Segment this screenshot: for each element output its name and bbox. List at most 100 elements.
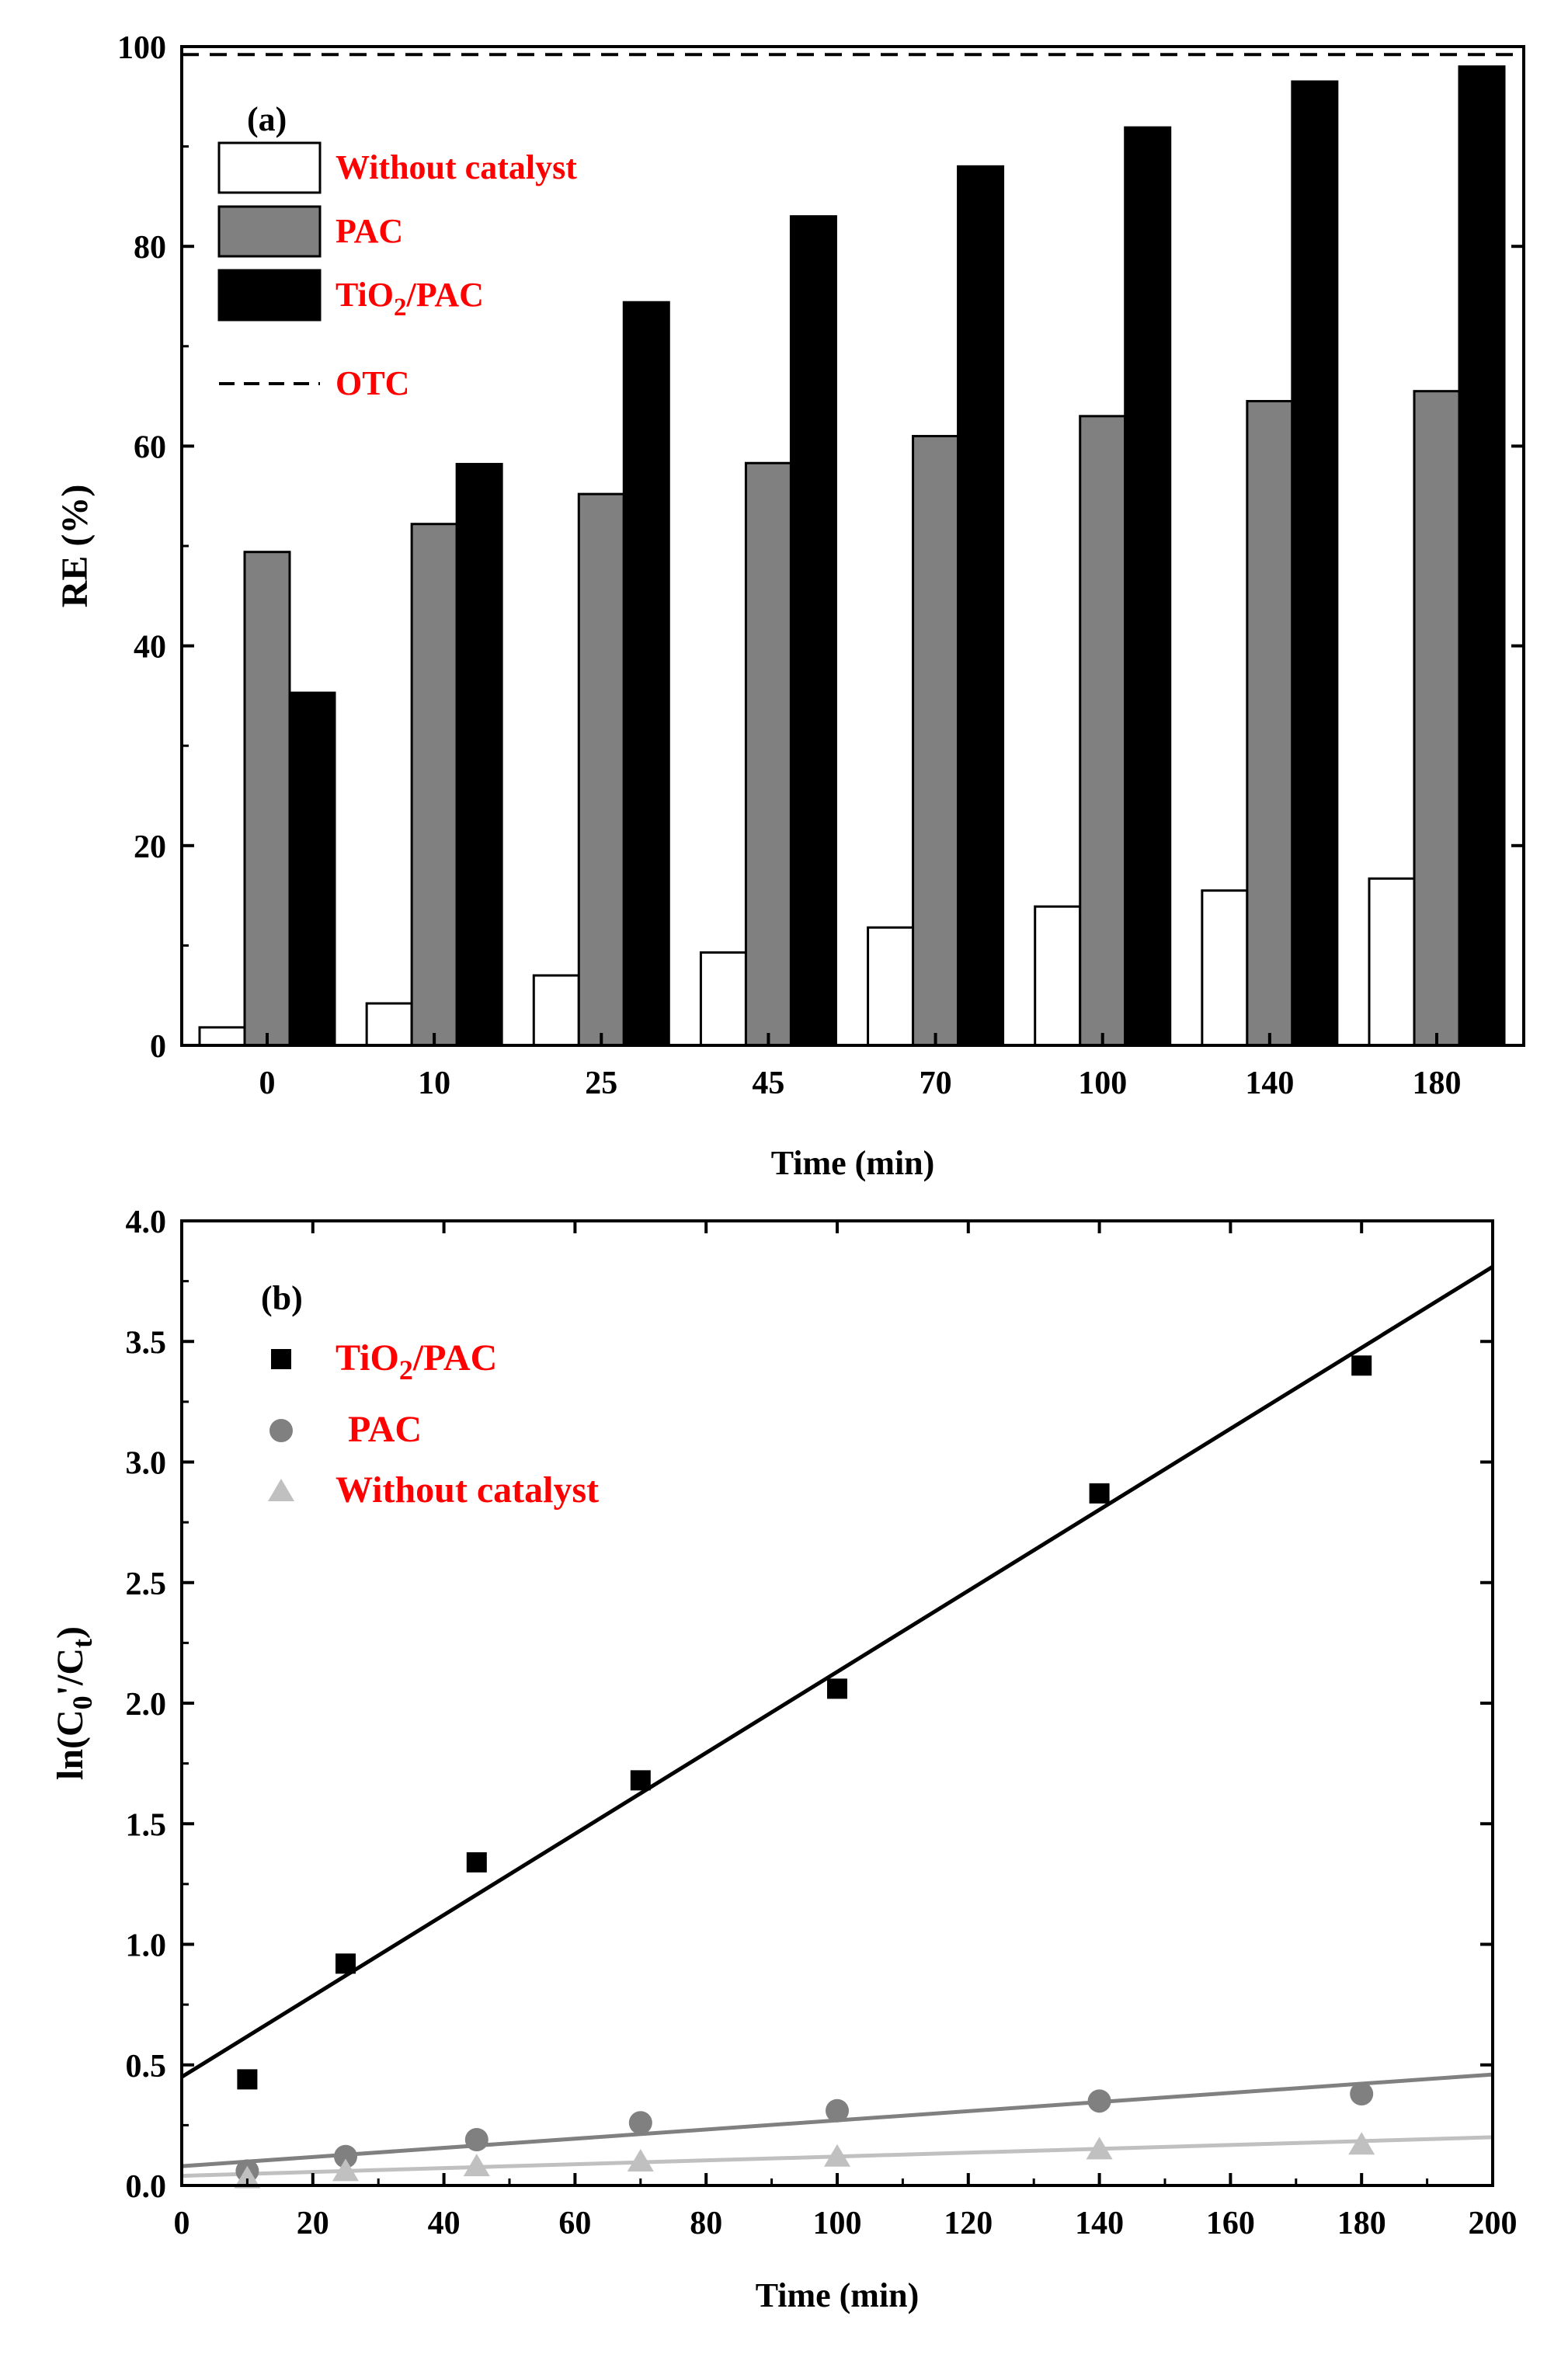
y-tick-label: 0.0	[126, 2169, 167, 2205]
panel-b-fit-lines	[180, 1264, 1494, 2178]
point-tio2-pac	[336, 1953, 356, 1974]
y-tick-label: 0.5	[126, 2049, 167, 2085]
bar-tio2-pac	[455, 463, 503, 1047]
legend-label-sub: 2	[394, 294, 407, 322]
panel-b-x-axis-label: Time (min)	[756, 2276, 920, 2314]
panel-b-axis-ticks: 0.0 0.5 1.0 1.5 2.0 2.5 3.0 3.5 4.0 0 20 40 60 80 100 1…	[126, 1205, 1518, 2241]
bar-without-catalyst	[1034, 905, 1082, 1047]
x-tick-label: 160	[1206, 2206, 1255, 2241]
x-tick-label: 25	[585, 1066, 617, 1101]
panel-a-y-axis-label: RE (%)	[54, 485, 96, 608]
legend-label: PAC	[336, 212, 403, 250]
panel-a-legend: Without catalyst PAC TiO2/PAC OTC	[217, 141, 577, 402]
x-tick-label: 0	[174, 2206, 190, 2241]
x-tick-label: 0	[259, 1066, 276, 1101]
bar-pac	[410, 523, 458, 1047]
point-without-catalyst	[1086, 2137, 1113, 2160]
y-label-sub: t	[67, 1639, 98, 1648]
legend-marker	[271, 1349, 291, 1369]
point-without-catalyst	[627, 2148, 654, 2171]
x-tick-label: 180	[1413, 1066, 1462, 1101]
point-tio2-pac	[630, 1770, 651, 1791]
y-label-part: '/C	[50, 1648, 91, 1695]
panel-b-points	[234, 1355, 1375, 2189]
point-pac	[628, 2111, 652, 2135]
bar-pac	[912, 435, 960, 1047]
y-tick-label: 3.5	[126, 1325, 167, 1361]
y-tick-label: 1.5	[126, 1807, 167, 1843]
legend-label: OTC	[336, 364, 409, 402]
panel-a-label: (a)	[247, 100, 287, 138]
fit-line-tio2-pac	[180, 1264, 1494, 2079]
bar-without-catalyst	[699, 951, 747, 1047]
point-without-catalyst	[234, 2165, 261, 2189]
panel-a-bars	[198, 65, 1506, 1047]
y-tick-label: 80	[134, 230, 166, 266]
panel-b-y-axis-label: ln(C0'/Ct)	[50, 1626, 98, 1780]
legend-swatch	[217, 205, 322, 258]
bar-pac	[744, 461, 792, 1047]
point-tio2-pac	[1089, 1483, 1110, 1504]
y-tick-label: 40	[134, 630, 166, 666]
x-tick-label: 10	[418, 1066, 450, 1101]
y-tick-label: 60	[134, 429, 166, 465]
x-tick-label: 70	[920, 1066, 952, 1101]
bar-without-catalyst	[867, 926, 915, 1047]
point-without-catalyst	[1348, 2132, 1375, 2155]
bar-tio2-pac	[1458, 65, 1506, 1047]
y-label-sub: 0	[67, 1695, 98, 1709]
bar-without-catalyst	[198, 1026, 246, 1047]
legend-swatch	[217, 269, 322, 322]
y-label-part: )	[50, 1626, 91, 1639]
bar-pac	[1413, 390, 1461, 1047]
x-tick-label: 140	[1245, 1066, 1294, 1101]
bar-pac	[1246, 400, 1294, 1047]
point-tio2-pac	[237, 2069, 258, 2090]
bar-tio2-pac	[1124, 126, 1172, 1047]
x-tick-label: 120	[944, 2206, 993, 2241]
panel-a-bar-chart: 0 20 40 60 80 100 0 10 25 45 70 100 140 180 (a) Time …	[54, 30, 1525, 1182]
legend-label-part: /PAC	[406, 276, 484, 314]
point-tio2-pac	[466, 1852, 487, 1872]
panel-b-label: (b)	[261, 1279, 303, 1317]
point-without-catalyst	[332, 2158, 359, 2182]
legend-swatch	[217, 141, 322, 194]
bar-pac	[1079, 415, 1127, 1047]
y-tick-label: 0	[150, 1029, 166, 1065]
bar-tio2-pac	[622, 301, 670, 1047]
legend-label-part: TiO	[336, 276, 394, 314]
bar-tio2-pac	[957, 165, 1005, 1047]
x-tick-label: 40	[428, 2206, 461, 2241]
point-without-catalyst	[463, 2154, 490, 2177]
x-tick-label: 180	[1337, 2206, 1386, 2241]
bar-without-catalyst	[1368, 877, 1416, 1047]
point-tio2-pac	[1351, 1355, 1372, 1376]
x-tick-label: 60	[558, 2206, 591, 2241]
x-tick-label: 80	[690, 2206, 722, 2241]
legend-label: PAC	[348, 1409, 422, 1450]
point-pac	[464, 2128, 488, 2152]
y-tick-label: 2.5	[126, 1566, 167, 1602]
x-tick-label: 200	[1469, 2206, 1518, 2241]
point-pac	[334, 2144, 357, 2168]
panel-b-legend: TiO2/PAC PAC Without catalyst	[268, 1337, 599, 1511]
bar-tio2-pac	[288, 691, 336, 1047]
panel-a-x-axis-label: Time (min)	[771, 1144, 935, 1182]
legend-label: TiO2/PAC	[336, 276, 484, 322]
legend-label: TiO2/PAC	[336, 1337, 497, 1386]
x-tick-label: 20	[297, 2206, 329, 2241]
point-pac	[826, 2098, 849, 2123]
panel-b-scatter-chart: 0.00.51.01.52.02.53.03.54.00 20 40 60 80 100 1…	[50, 1205, 1518, 2314]
x-tick-label: 45	[752, 1066, 784, 1101]
bar-without-catalyst	[365, 1002, 413, 1047]
y-tick-label: 3.0	[126, 1446, 167, 1482]
legend-label-part: /PAC	[412, 1337, 497, 1379]
y-tick-label: 100	[117, 30, 166, 66]
bar-without-catalyst	[532, 974, 580, 1047]
bar-tio2-pac	[1291, 80, 1339, 1047]
point-without-catalyst	[824, 2144, 850, 2167]
y-tick-label: 2.0	[126, 1687, 167, 1723]
legend-label: Without catalyst	[336, 148, 577, 186]
x-tick-label: 140	[1075, 2206, 1124, 2241]
